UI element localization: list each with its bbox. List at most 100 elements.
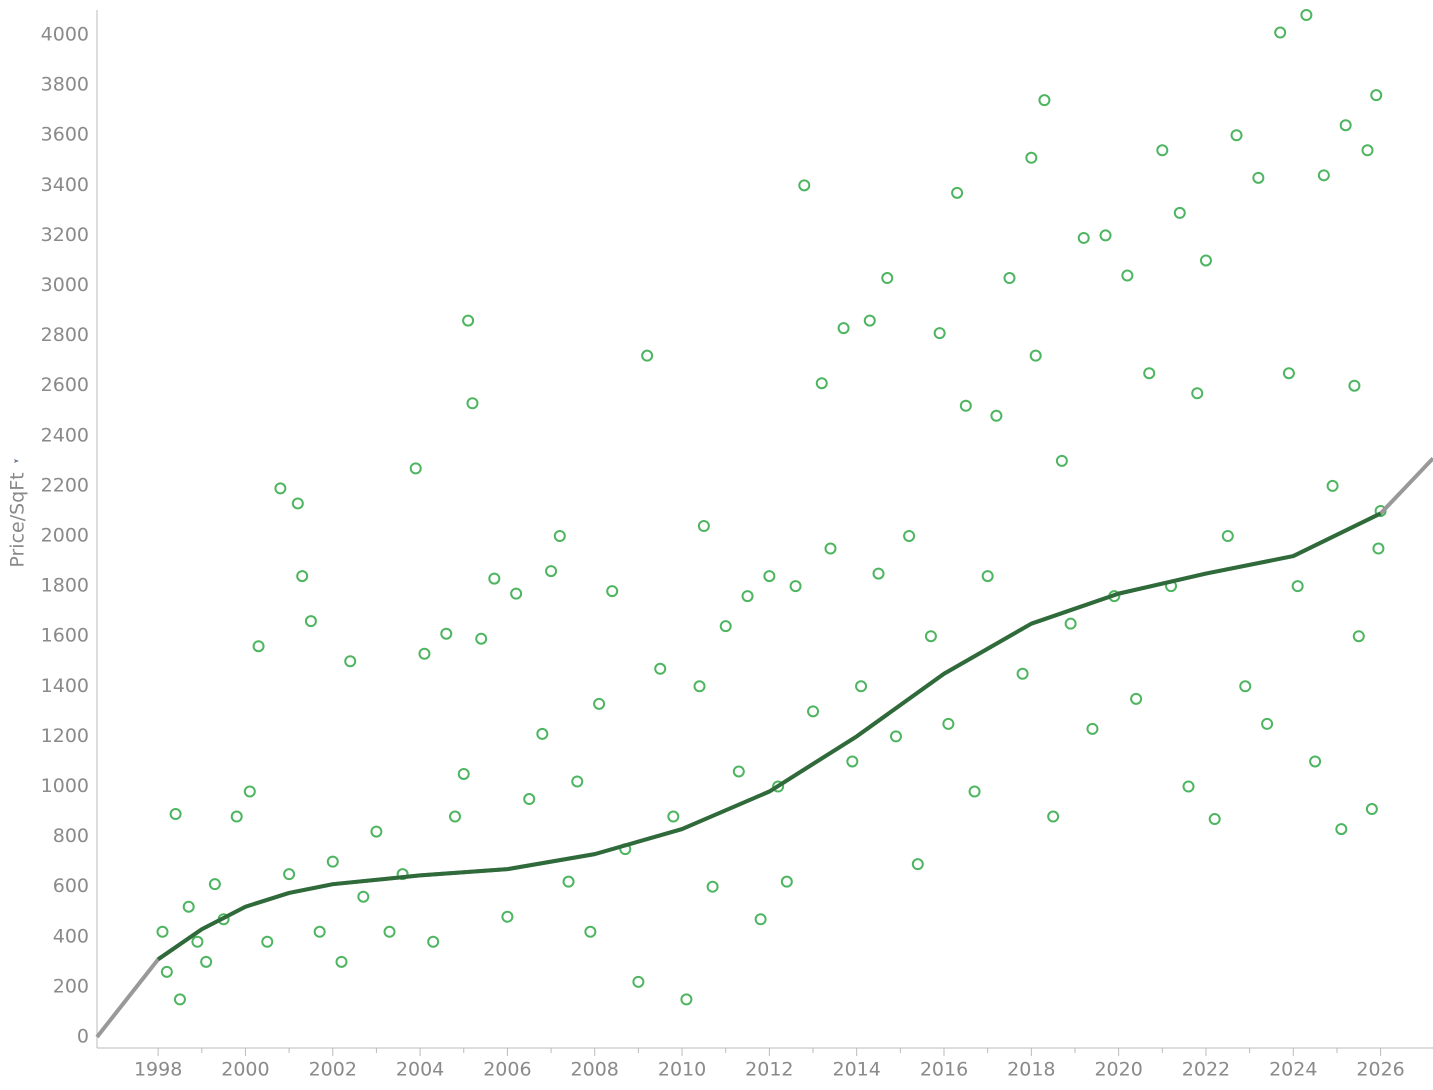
point [291, 497, 304, 510]
point [942, 717, 955, 730]
y-tick-label: 3400 [41, 174, 89, 196]
point [1016, 667, 1029, 680]
point [584, 925, 597, 938]
point [1173, 206, 1186, 219]
point [191, 935, 204, 948]
point [200, 955, 213, 968]
point [182, 900, 195, 913]
x-tick-label: 2012 [745, 1059, 793, 1081]
point [855, 680, 868, 693]
point [754, 913, 767, 926]
point [1025, 151, 1038, 164]
point [1055, 454, 1068, 467]
point [274, 482, 287, 495]
point [706, 880, 719, 893]
point [732, 765, 745, 778]
point [1348, 379, 1361, 392]
point [924, 630, 937, 643]
x-tick-label: 2018 [1007, 1059, 1055, 1081]
x-tick-label: 1998 [134, 1059, 182, 1081]
point [326, 855, 339, 868]
point [304, 615, 317, 628]
point [488, 572, 501, 585]
point [1121, 269, 1134, 282]
point [370, 825, 383, 838]
point [1208, 813, 1221, 826]
point [1365, 803, 1378, 816]
point [1317, 169, 1330, 182]
point [1086, 722, 1099, 735]
point [418, 647, 431, 660]
point [824, 542, 837, 555]
point [1099, 229, 1112, 242]
point [863, 314, 876, 327]
y-tick-label: 0 [77, 1025, 89, 1047]
point [427, 935, 440, 948]
point [789, 580, 802, 593]
y-tick-label: 3800 [41, 74, 89, 96]
y-tick-label: 3000 [41, 274, 89, 296]
point [1239, 680, 1252, 693]
point [1372, 542, 1385, 555]
point [156, 925, 169, 938]
point [807, 705, 820, 718]
x-tick-label: 2002 [309, 1059, 357, 1081]
point [968, 785, 981, 798]
point [1370, 89, 1383, 102]
point [296, 570, 309, 583]
point [160, 965, 173, 978]
point [1361, 144, 1374, 157]
point [1064, 617, 1077, 630]
point [1282, 367, 1295, 380]
point [772, 780, 785, 793]
point [593, 697, 606, 710]
x-tick-label: 2010 [658, 1059, 706, 1081]
point [872, 567, 885, 580]
point [959, 399, 972, 412]
point [697, 519, 710, 532]
y-tick-label: 2800 [41, 324, 89, 346]
point [169, 808, 182, 821]
point [1182, 780, 1195, 793]
point [1230, 129, 1243, 142]
point [523, 793, 536, 806]
point [457, 767, 470, 780]
x-tick-label: 2016 [920, 1059, 968, 1081]
point [536, 727, 549, 740]
point [1003, 272, 1016, 285]
point [632, 975, 645, 988]
point [798, 179, 811, 192]
trend-line [156, 511, 1382, 961]
x-tick-label: 2006 [483, 1059, 531, 1081]
point [501, 910, 514, 923]
point [230, 810, 243, 823]
point [475, 632, 488, 645]
y-tick-label: 1400 [41, 675, 89, 697]
point [462, 314, 475, 327]
y-tick-label: 1000 [41, 775, 89, 797]
point [1047, 810, 1060, 823]
point [990, 409, 1003, 422]
point [680, 993, 693, 1006]
x-tick-label: 2014 [833, 1059, 881, 1081]
y-tick-label: 2000 [41, 525, 89, 547]
x-tick-label: 2024 [1269, 1059, 1317, 1081]
x-tick-label: 2026 [1356, 1059, 1404, 1081]
y-tick-label: 800 [53, 825, 89, 847]
point [693, 680, 706, 693]
point [606, 585, 619, 598]
point [440, 627, 453, 640]
point [466, 397, 479, 410]
point [641, 349, 654, 362]
point [1221, 530, 1234, 543]
point [562, 875, 575, 888]
point [815, 377, 828, 390]
point [545, 565, 558, 578]
point [252, 640, 265, 653]
point [981, 570, 994, 583]
point [553, 530, 566, 543]
point [1130, 692, 1143, 705]
point [933, 327, 946, 340]
point [1291, 580, 1304, 593]
